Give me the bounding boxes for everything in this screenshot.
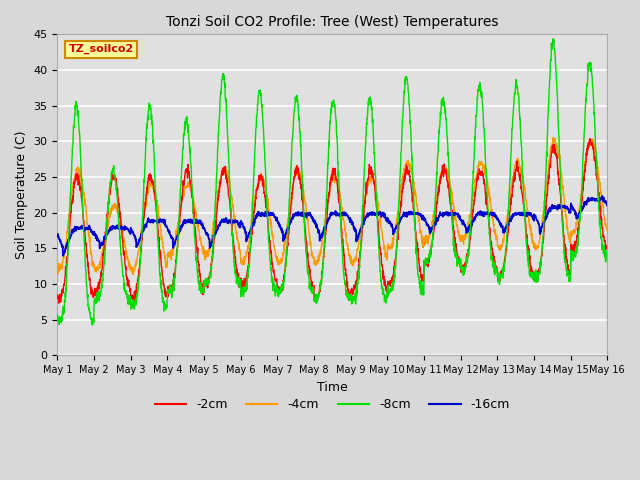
Y-axis label: Soil Temperature (C): Soil Temperature (C) — [15, 131, 28, 259]
Legend: -2cm, -4cm, -8cm, -16cm: -2cm, -4cm, -8cm, -16cm — [150, 394, 515, 416]
Text: TZ_soilco2: TZ_soilco2 — [68, 44, 134, 54]
X-axis label: Time: Time — [317, 381, 348, 394]
Title: Tonzi Soil CO2 Profile: Tree (West) Temperatures: Tonzi Soil CO2 Profile: Tree (West) Temp… — [166, 15, 499, 29]
